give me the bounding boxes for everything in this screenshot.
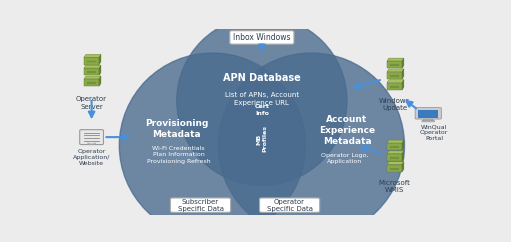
FancyBboxPatch shape: [170, 198, 230, 212]
Polygon shape: [387, 151, 404, 154]
Text: Inbox Windows: Inbox Windows: [233, 33, 291, 42]
Text: List of APNs, Account
Experience URL: List of APNs, Account Experience URL: [225, 92, 299, 106]
FancyBboxPatch shape: [390, 157, 399, 159]
Text: Windows
Update: Windows Update: [379, 98, 410, 112]
Polygon shape: [387, 80, 404, 83]
Text: Subscriber
Specific Data: Subscriber Specific Data: [177, 199, 223, 212]
Polygon shape: [402, 80, 404, 90]
Polygon shape: [99, 65, 101, 76]
FancyBboxPatch shape: [87, 71, 96, 73]
FancyBboxPatch shape: [419, 110, 438, 118]
Polygon shape: [84, 76, 101, 79]
FancyBboxPatch shape: [387, 165, 402, 172]
Ellipse shape: [218, 53, 405, 238]
Text: Wi-Fi Credentials
Plan Information
Provisioning Refresh: Wi-Fi Credentials Plan Information Provi…: [147, 146, 211, 164]
Polygon shape: [402, 58, 404, 68]
Text: Provisioning
Metadata: Provisioning Metadata: [145, 119, 208, 139]
Polygon shape: [84, 54, 101, 57]
FancyBboxPatch shape: [87, 82, 96, 84]
Polygon shape: [387, 69, 404, 72]
Ellipse shape: [119, 53, 306, 238]
FancyBboxPatch shape: [390, 146, 399, 148]
Polygon shape: [84, 65, 101, 68]
Polygon shape: [402, 69, 404, 79]
FancyBboxPatch shape: [390, 86, 399, 88]
Ellipse shape: [177, 16, 347, 185]
FancyBboxPatch shape: [387, 83, 402, 90]
Polygon shape: [387, 162, 404, 165]
FancyBboxPatch shape: [387, 154, 402, 161]
FancyBboxPatch shape: [390, 64, 399, 66]
Text: APN Database: APN Database: [223, 73, 301, 83]
Text: Operator Logo,
Application: Operator Logo, Application: [321, 153, 369, 164]
Text: Cert
Info: Cert Info: [254, 105, 269, 116]
FancyBboxPatch shape: [260, 198, 320, 212]
Polygon shape: [99, 76, 101, 86]
Text: Account
Experience
Metadata: Account Experience Metadata: [319, 115, 375, 146]
FancyBboxPatch shape: [387, 143, 402, 150]
Polygon shape: [402, 140, 404, 150]
FancyBboxPatch shape: [422, 121, 434, 122]
Polygon shape: [422, 119, 434, 121]
Text: Microsoft
WMIS: Microsoft WMIS: [379, 180, 410, 193]
FancyBboxPatch shape: [84, 57, 99, 65]
Text: MB
Profiles: MB Profiles: [257, 126, 267, 152]
Text: WinQual
Operator
Portal: WinQual Operator Portal: [420, 124, 448, 141]
FancyBboxPatch shape: [84, 68, 99, 76]
FancyBboxPatch shape: [87, 60, 96, 62]
FancyBboxPatch shape: [80, 130, 104, 144]
Polygon shape: [402, 151, 404, 161]
Polygon shape: [99, 54, 101, 65]
FancyBboxPatch shape: [84, 79, 99, 86]
Polygon shape: [402, 162, 404, 172]
FancyBboxPatch shape: [390, 168, 399, 170]
FancyBboxPatch shape: [387, 72, 402, 79]
FancyBboxPatch shape: [415, 108, 442, 119]
Polygon shape: [387, 58, 404, 61]
Polygon shape: [387, 140, 404, 143]
FancyBboxPatch shape: [387, 61, 402, 68]
Text: Operator
Specific Data: Operator Specific Data: [267, 199, 313, 212]
FancyBboxPatch shape: [230, 31, 294, 44]
Text: Operator
Application/
Website: Operator Application/ Website: [73, 149, 110, 166]
FancyBboxPatch shape: [390, 75, 399, 77]
Text: Operator
Server: Operator Server: [76, 96, 107, 110]
